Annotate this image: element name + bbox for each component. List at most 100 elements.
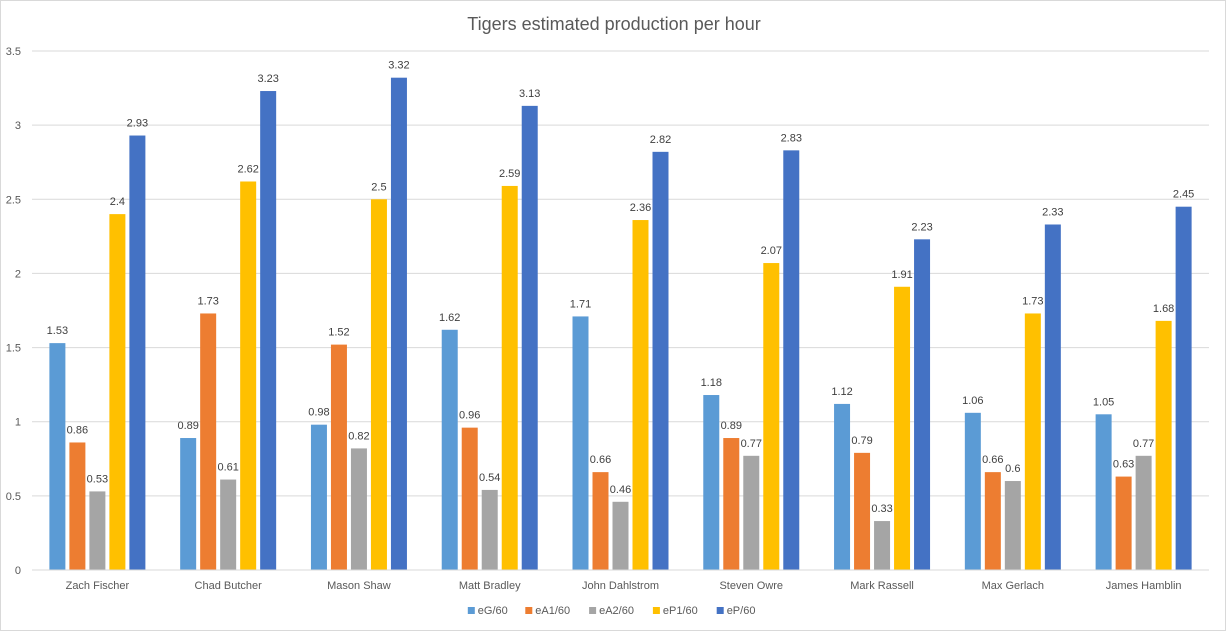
legend-label: eP/60 bbox=[727, 605, 756, 617]
legend-label: eA1/60 bbox=[535, 605, 570, 617]
data-label: 0.77 bbox=[741, 438, 762, 450]
data-label: 0.6 bbox=[1005, 463, 1020, 475]
bar-ea2-60 bbox=[89, 491, 106, 570]
y-tick-label: 2 bbox=[15, 268, 21, 280]
x-tick-label: Steven Owre bbox=[719, 580, 783, 592]
data-label: 2.93 bbox=[127, 118, 148, 130]
bar-eg-60 bbox=[703, 395, 720, 570]
data-label: 1.18 bbox=[701, 377, 722, 389]
legend-label: eP1/60 bbox=[663, 605, 698, 617]
data-label: 2.45 bbox=[1173, 189, 1194, 201]
bar-ea2-60 bbox=[1135, 455, 1152, 570]
bar-ep-60 bbox=[1044, 224, 1061, 570]
data-label: 2.5 bbox=[371, 181, 386, 193]
x-tick-label: Max Gerlach bbox=[982, 580, 1044, 592]
data-label: 3.13 bbox=[519, 88, 540, 100]
data-label: 0.82 bbox=[348, 430, 369, 442]
legend-swatch bbox=[652, 607, 660, 614]
bar-eg-60 bbox=[49, 343, 66, 570]
data-label: 1.06 bbox=[962, 395, 983, 407]
data-label: 0.96 bbox=[459, 410, 480, 422]
bar-ep-60 bbox=[129, 135, 146, 570]
x-tick-label: Zach Fischer bbox=[66, 580, 130, 592]
data-label: 1.68 bbox=[1153, 303, 1174, 315]
legend-label: eA2/60 bbox=[599, 605, 634, 617]
data-label: 1.71 bbox=[570, 298, 591, 310]
legend-swatch bbox=[467, 607, 475, 614]
data-label: 0.86 bbox=[67, 424, 88, 436]
legend-label: eG/60 bbox=[478, 605, 508, 617]
x-tick-label: Matt Bradley bbox=[459, 580, 521, 592]
bar-eg-60 bbox=[834, 403, 851, 570]
bar-ep1-60 bbox=[1155, 320, 1172, 570]
y-tick-label: 0 bbox=[15, 565, 21, 577]
x-tick-label: Chad Butcher bbox=[195, 580, 263, 592]
data-label: 0.53 bbox=[87, 473, 108, 485]
bar-ep-60 bbox=[1175, 206, 1192, 570]
legend-item[interactable]: eP1/60 bbox=[652, 605, 698, 617]
bar-eg-60 bbox=[180, 438, 197, 570]
x-tick-label: John Dahlstrom bbox=[582, 580, 659, 592]
y-axis: 0 0.5 1 1.5 2 2.5 3 3.5 bbox=[6, 46, 21, 577]
y-tick-label: 2.5 bbox=[6, 194, 21, 206]
bar-ep1-60 bbox=[894, 286, 911, 570]
bar-eg-60 bbox=[1095, 414, 1112, 570]
legend-swatch bbox=[589, 607, 597, 614]
data-label: 2.82 bbox=[650, 134, 671, 146]
legend-item[interactable]: eP/60 bbox=[716, 605, 756, 617]
data-label: 0.54 bbox=[479, 472, 500, 484]
data-label: 3.32 bbox=[388, 60, 409, 72]
legend-item[interactable]: eG/60 bbox=[467, 605, 508, 617]
bar-ea1-60 bbox=[723, 438, 740, 570]
bars bbox=[49, 77, 1192, 571]
legend-swatch bbox=[525, 607, 533, 614]
data-label: 2.4 bbox=[110, 196, 125, 208]
bar-ea1-60 bbox=[461, 427, 478, 570]
data-label: 0.89 bbox=[177, 420, 198, 432]
data-label: 0.89 bbox=[721, 420, 742, 432]
x-tick-label: Mason Shaw bbox=[327, 580, 391, 592]
bar-ea1-60 bbox=[330, 344, 347, 570]
bar-eg-60 bbox=[964, 412, 981, 570]
bar-ep1-60 bbox=[1024, 313, 1041, 570]
y-tick-label: 3 bbox=[15, 120, 21, 132]
legend-item[interactable]: eA1/60 bbox=[525, 605, 570, 617]
bar-ea2-60 bbox=[1004, 481, 1021, 570]
data-label: 0.66 bbox=[982, 454, 1003, 466]
data-label: 0.46 bbox=[610, 484, 631, 496]
bar-ea1-60 bbox=[984, 472, 1001, 570]
data-label: 0.98 bbox=[308, 407, 329, 419]
bar-eg-60 bbox=[310, 424, 327, 570]
bar-ea2-60 bbox=[220, 479, 237, 570]
data-label: 2.07 bbox=[761, 245, 782, 257]
x-tick-label: Mark Rassell bbox=[850, 580, 914, 592]
data-label: 0.79 bbox=[851, 435, 872, 447]
data-label: 2.59 bbox=[499, 168, 520, 180]
x-axis: Zach Fischer Chad Butcher Mason Shaw Matt B… bbox=[32, 569, 1209, 592]
legend: eG/60 eA1/60 eA2/60 eP1/60 eP/60 bbox=[467, 605, 756, 617]
bar-ep-60 bbox=[652, 151, 669, 570]
y-tick-label: 1.5 bbox=[6, 343, 21, 355]
data-label: 2.83 bbox=[781, 132, 802, 144]
data-label: 2.62 bbox=[237, 163, 258, 175]
bar-ea2-60 bbox=[743, 455, 760, 570]
data-label: 1.91 bbox=[891, 269, 912, 281]
data-label: 0.63 bbox=[1113, 459, 1134, 471]
bar-ep1-60 bbox=[632, 220, 649, 570]
legend-item[interactable]: eA2/60 bbox=[589, 605, 634, 617]
y-tick-label: 1 bbox=[15, 417, 21, 429]
data-label: 0.77 bbox=[1133, 438, 1154, 450]
data-label: 0.61 bbox=[217, 462, 238, 474]
data-label: 1.62 bbox=[439, 312, 460, 324]
bar-ep1-60 bbox=[240, 181, 257, 570]
y-tick-label: 3.5 bbox=[6, 46, 21, 58]
bar-ea1-60 bbox=[1115, 476, 1132, 570]
bar-ea1-60 bbox=[69, 442, 86, 570]
bar-ea2-60 bbox=[874, 521, 891, 570]
data-label: 1.12 bbox=[831, 386, 852, 398]
data-label: 2.36 bbox=[630, 202, 651, 214]
bar-ep-60 bbox=[783, 150, 800, 570]
y-tick-label: 0.5 bbox=[6, 491, 21, 503]
chart-title: Tigers estimated production per hour bbox=[467, 14, 760, 34]
